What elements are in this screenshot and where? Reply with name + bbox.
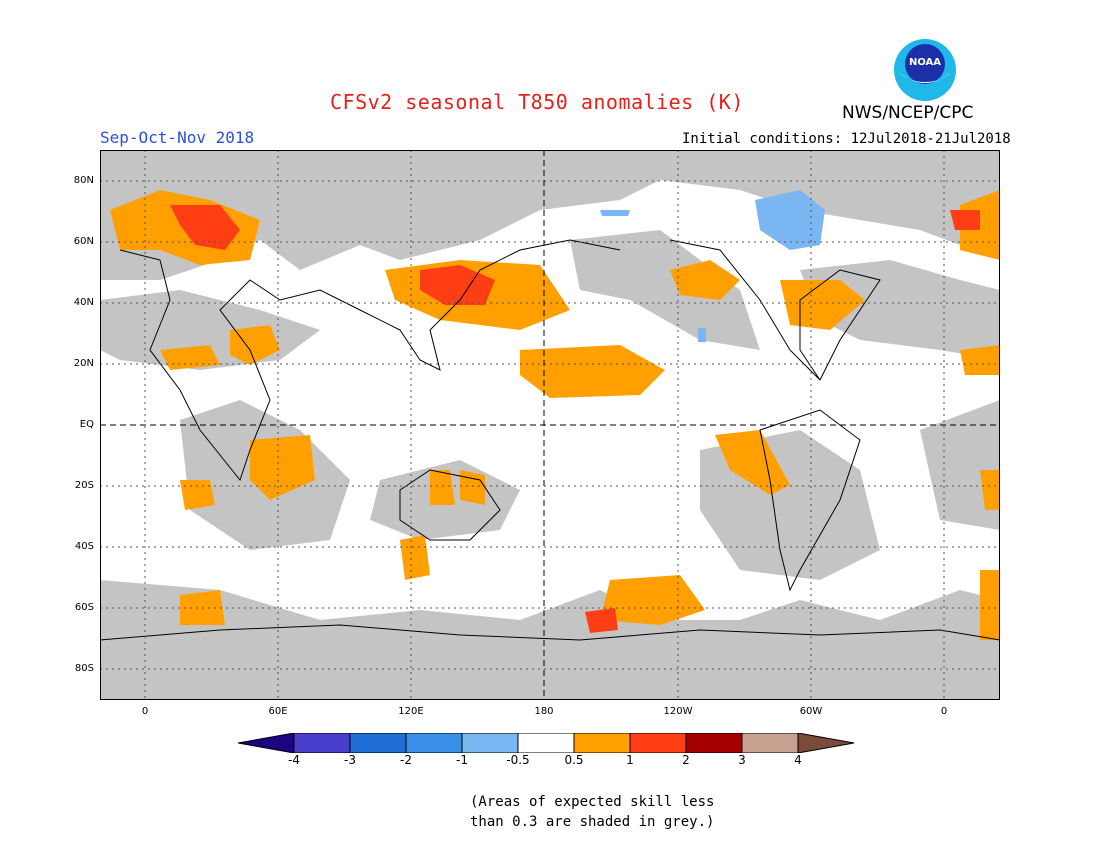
initial-conditions-label: Initial conditions: 12Jul2018-21Jul2018 xyxy=(682,131,1011,147)
colorbar-label: -1 xyxy=(456,753,468,767)
noaa-logo-text: NOAA xyxy=(909,57,941,68)
skill-note: (Areas of expected skill less than 0.3 a… xyxy=(470,792,730,832)
colorbar-segment xyxy=(405,732,463,754)
coastlines xyxy=(100,239,1000,641)
lon-label-0-east: 0 xyxy=(940,706,948,717)
colorbar-label: -2 xyxy=(400,753,412,767)
colorbar-segment xyxy=(629,732,687,754)
colorbar-label: 0.5 xyxy=(564,753,584,767)
skill-note-line-1: (Areas of expected skill less xyxy=(470,794,715,810)
lon-label-60w: 60W xyxy=(799,706,823,717)
season-label: Sep-Oct-Nov 2018 xyxy=(100,128,255,147)
colorbar-segment xyxy=(517,732,575,754)
lon-label-120e: 120E xyxy=(398,706,424,717)
colorbar-segment xyxy=(685,732,743,754)
lat-label-20n: 20N xyxy=(73,358,94,369)
colorbar-label: -3 xyxy=(344,753,356,767)
lat-label-80n: 80N xyxy=(73,175,94,186)
lon-label-120w: 120W xyxy=(663,706,693,717)
organization-label: NWS/NCEP/CPC xyxy=(842,103,974,123)
lat-label-40n: 40N xyxy=(73,297,94,308)
lon-label-180: 180 xyxy=(534,706,554,717)
colorbar-label: 4 xyxy=(794,753,802,767)
colorbar xyxy=(237,732,862,754)
lon-label-60e: 60E xyxy=(268,706,288,717)
colorbar-segment xyxy=(741,732,799,754)
colorbar-arrow-left xyxy=(237,732,295,754)
colorbar-label: 2 xyxy=(682,753,690,767)
negative-anomaly-areas xyxy=(600,190,825,342)
lat-label-20s: 20S xyxy=(74,480,94,491)
colorbar-label: -4 xyxy=(288,753,300,767)
lat-label-60s: 60S xyxy=(74,602,94,613)
colorbar-segment xyxy=(293,732,351,754)
colorbar-segment xyxy=(461,732,519,754)
lat-label-80s: 80S xyxy=(74,663,94,674)
noaa-logo-icon: NOAA xyxy=(893,38,957,102)
equator-dateline xyxy=(100,150,1000,700)
lat-label-eq: EQ xyxy=(79,419,94,430)
lon-label-0-west: 0 xyxy=(141,706,149,717)
anomaly-map xyxy=(100,150,1000,700)
colorbar-svg xyxy=(237,732,855,754)
page-title: CFSv2 seasonal T850 anomalies (K) xyxy=(330,90,744,114)
colorbar-label: -0.5 xyxy=(506,753,530,767)
skill-note-line-2: than 0.3 are shaded in grey.) xyxy=(470,814,715,830)
anomaly-map-svg xyxy=(100,150,1000,700)
lat-label-40s: 40S xyxy=(74,541,94,552)
colorbar-label: 3 xyxy=(738,753,746,767)
colorbar-arrow-right xyxy=(797,732,855,754)
colorbar-label: 1 xyxy=(626,753,634,767)
colorbar-segment xyxy=(573,732,631,754)
colorbar-segment xyxy=(349,732,407,754)
graticule xyxy=(100,150,1000,700)
lat-label-60n: 60N xyxy=(73,236,94,247)
